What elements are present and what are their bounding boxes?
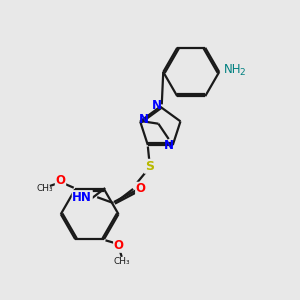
Text: O: O xyxy=(56,175,65,188)
Text: N: N xyxy=(139,113,149,126)
Text: CH₃: CH₃ xyxy=(37,184,53,193)
Text: N: N xyxy=(164,139,174,152)
Text: NH: NH xyxy=(224,62,241,76)
Text: O: O xyxy=(136,182,146,195)
Text: HN: HN xyxy=(72,191,92,204)
Text: O: O xyxy=(114,239,124,252)
Text: CH₃: CH₃ xyxy=(113,257,130,266)
Text: S: S xyxy=(145,160,154,173)
Text: 2: 2 xyxy=(239,68,244,77)
Text: N: N xyxy=(152,99,162,112)
